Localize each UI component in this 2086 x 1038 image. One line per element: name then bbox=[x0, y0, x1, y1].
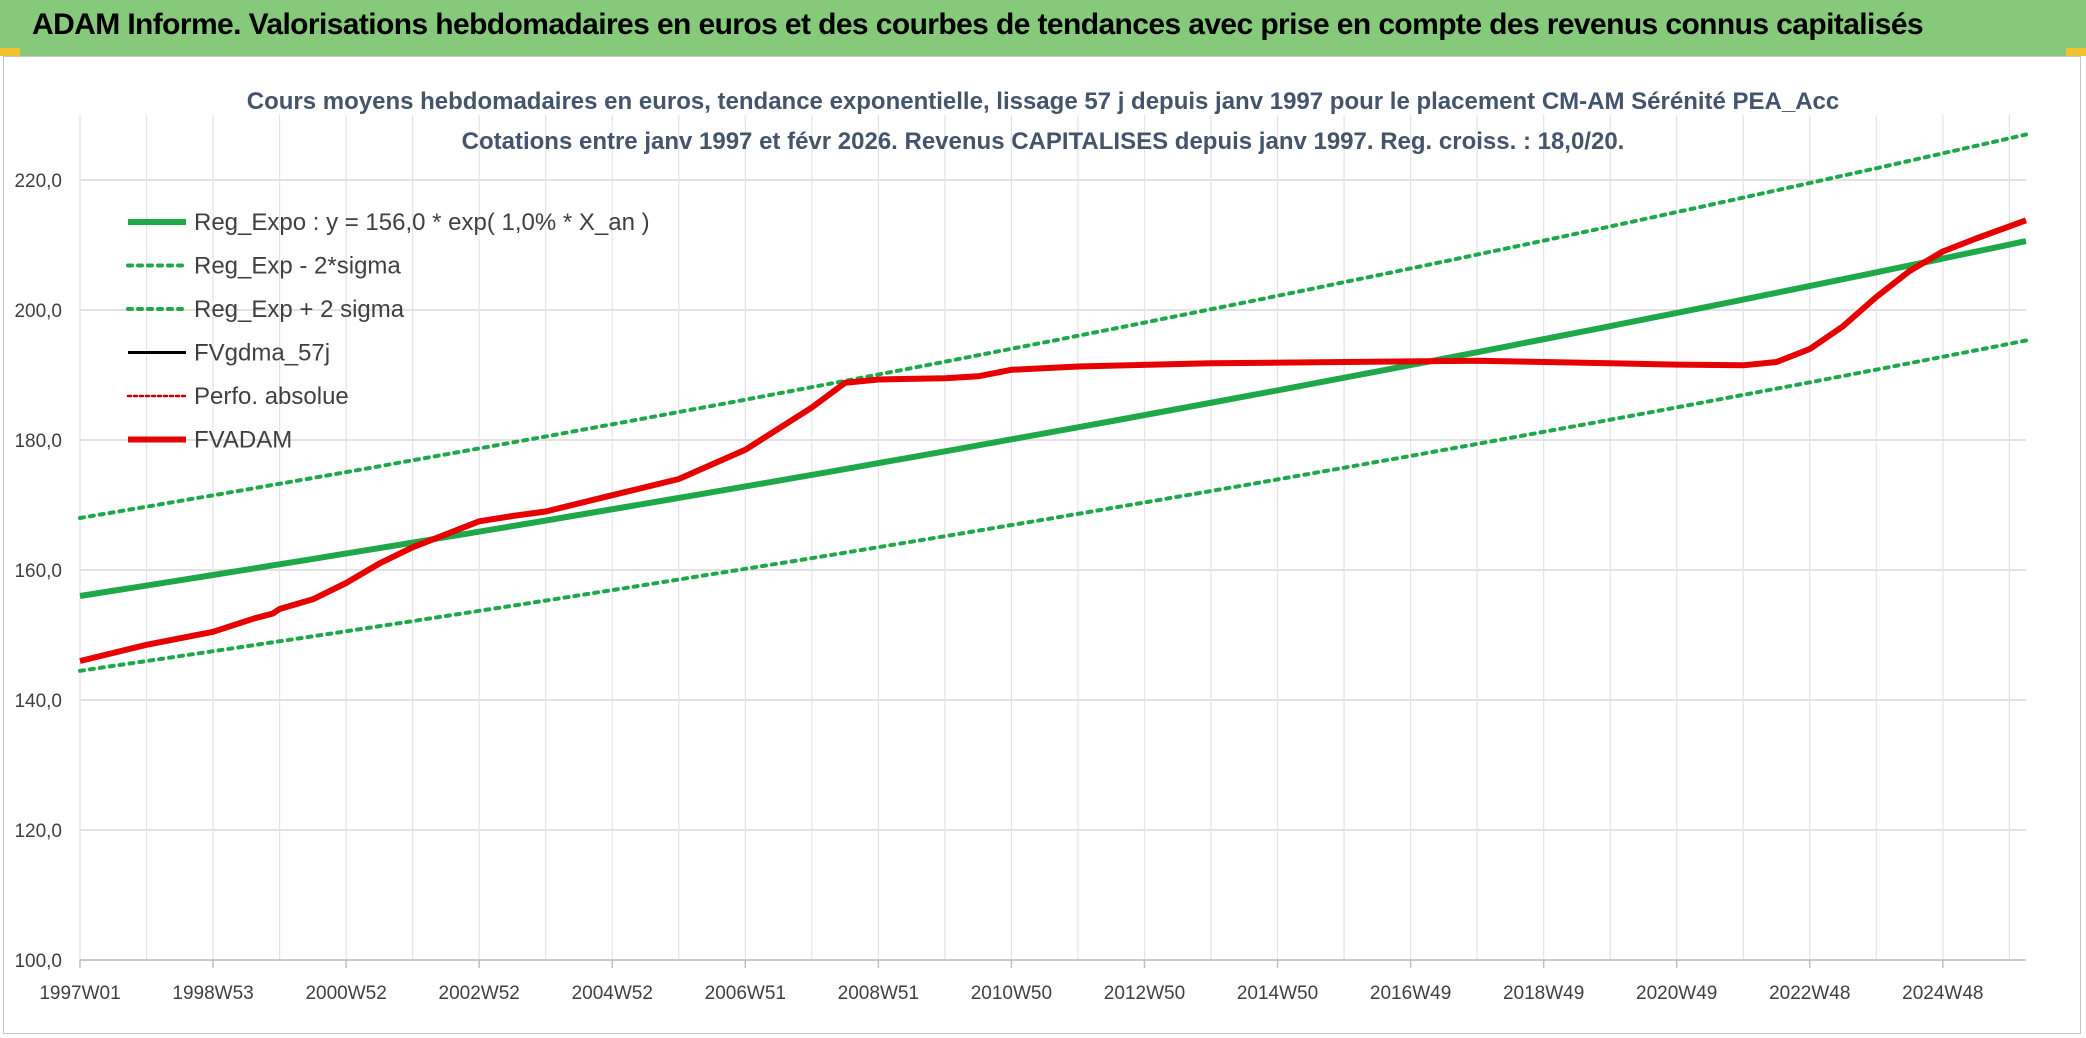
x-tick-label: 1998W53 bbox=[172, 983, 253, 1004]
x-tick-label: 2006W51 bbox=[705, 983, 786, 1004]
series-line-0 bbox=[79, 238, 2027, 599]
y-tick-label: 120,0 bbox=[14, 821, 62, 842]
legend-label: FVgdma_57j bbox=[194, 340, 330, 367]
series-layer bbox=[78, 132, 2028, 673]
y-tick-label: 160,0 bbox=[14, 561, 62, 582]
x-tick-label: 1997W01 bbox=[39, 983, 120, 1004]
y-tick-label: 200,0 bbox=[14, 301, 62, 322]
x-tick-label: 2022W48 bbox=[1769, 983, 1850, 1004]
x-tick-label: 2008W51 bbox=[838, 983, 919, 1004]
report-title: ADAM Informe. Valorisations hebdomadaire… bbox=[32, 8, 1924, 41]
legend-label: FVADAM bbox=[194, 427, 292, 454]
x-tick-label: 2024W48 bbox=[1902, 983, 1983, 1004]
x-tick-label: 2020W49 bbox=[1636, 983, 1717, 1004]
series-line-1 bbox=[78, 338, 2028, 673]
y-tick-label: 220,0 bbox=[14, 171, 62, 192]
series-line-5 bbox=[79, 217, 2028, 664]
chart-frame bbox=[3, 56, 2081, 1034]
y-tick-label: 140,0 bbox=[14, 691, 62, 712]
x-tick-label: 2002W52 bbox=[439, 983, 520, 1004]
right-corner-accent bbox=[2066, 48, 2086, 56]
chart-title: Cours moyens hebdomadaires en euros, ten… bbox=[247, 88, 1840, 115]
legend-label: Perfo. absolue bbox=[194, 383, 349, 410]
legend-label: Reg_Exp - 2*sigma bbox=[194, 253, 401, 280]
x-tick-label: 2018W49 bbox=[1503, 983, 1584, 1004]
y-tick-label: 100,0 bbox=[14, 951, 62, 972]
y-tick-label: 180,0 bbox=[14, 431, 62, 452]
left-corner-accent bbox=[0, 48, 20, 56]
grid bbox=[79, 115, 2026, 961]
x-tick-label: 2016W49 bbox=[1370, 983, 1451, 1004]
x-tick-label: 2014W50 bbox=[1237, 983, 1318, 1004]
series-line-2 bbox=[78, 132, 2028, 520]
legend: Reg_Expo : y = 156,0 * exp( 1,0% * X_an … bbox=[126, 209, 650, 454]
legend-label: Reg_Exp + 2 sigma bbox=[194, 296, 405, 323]
report-banner: ADAM Informe. Valorisations hebdomadaire… bbox=[0, 0, 2086, 56]
x-tick-label: 2000W52 bbox=[305, 983, 386, 1004]
axes: 100,0 120,0 140,0 160,0 180,0 200,0 220,0 1997W… bbox=[14, 171, 2026, 1004]
chart-subtitle: Cotations entre janv 1997 et févr 2026. … bbox=[462, 128, 1625, 155]
x-tick-label: 2012W50 bbox=[1104, 983, 1185, 1004]
x-tick-label: 2010W50 bbox=[971, 983, 1052, 1004]
x-tick-label: 2004W52 bbox=[572, 983, 653, 1004]
legend-label: Reg_Expo : y = 156,0 * exp( 1,0% * X_an … bbox=[194, 209, 650, 236]
